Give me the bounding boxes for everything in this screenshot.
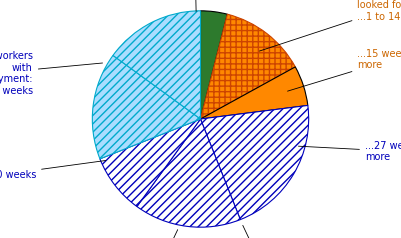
Text: Year-round
workers with 1 or 2
weeks of
unemployment: Year-round workers with 1 or 2 weeks of … <box>148 0 242 11</box>
Wedge shape <box>200 11 227 119</box>
Wedge shape <box>100 119 200 207</box>
Text: ...15 weeks or
more: ...15 weeks or more <box>288 49 401 91</box>
Text: ...11 to 14 weeks: ...11 to 14 weeks <box>118 230 201 238</box>
Wedge shape <box>92 55 200 159</box>
Text: ...15 to 26 weeks: ...15 to 26 weeks <box>218 225 302 238</box>
Wedge shape <box>200 67 308 119</box>
Text: Part-year workers
with
unemployment:
...1 to 4 weeks: Part-year workers with unemployment: ...… <box>0 51 103 96</box>
Wedge shape <box>200 105 309 220</box>
Text: ...5 to 10 weeks: ...5 to 10 weeks <box>0 160 106 180</box>
Text: ...27 weeks or
more: ...27 weeks or more <box>298 141 401 162</box>
Wedge shape <box>113 11 200 119</box>
Wedge shape <box>200 14 295 119</box>
Text: Did not work but
looked for work:
...1 to 14 weeks: Did not work but looked for work: ...1 t… <box>259 0 401 51</box>
Wedge shape <box>137 119 240 227</box>
